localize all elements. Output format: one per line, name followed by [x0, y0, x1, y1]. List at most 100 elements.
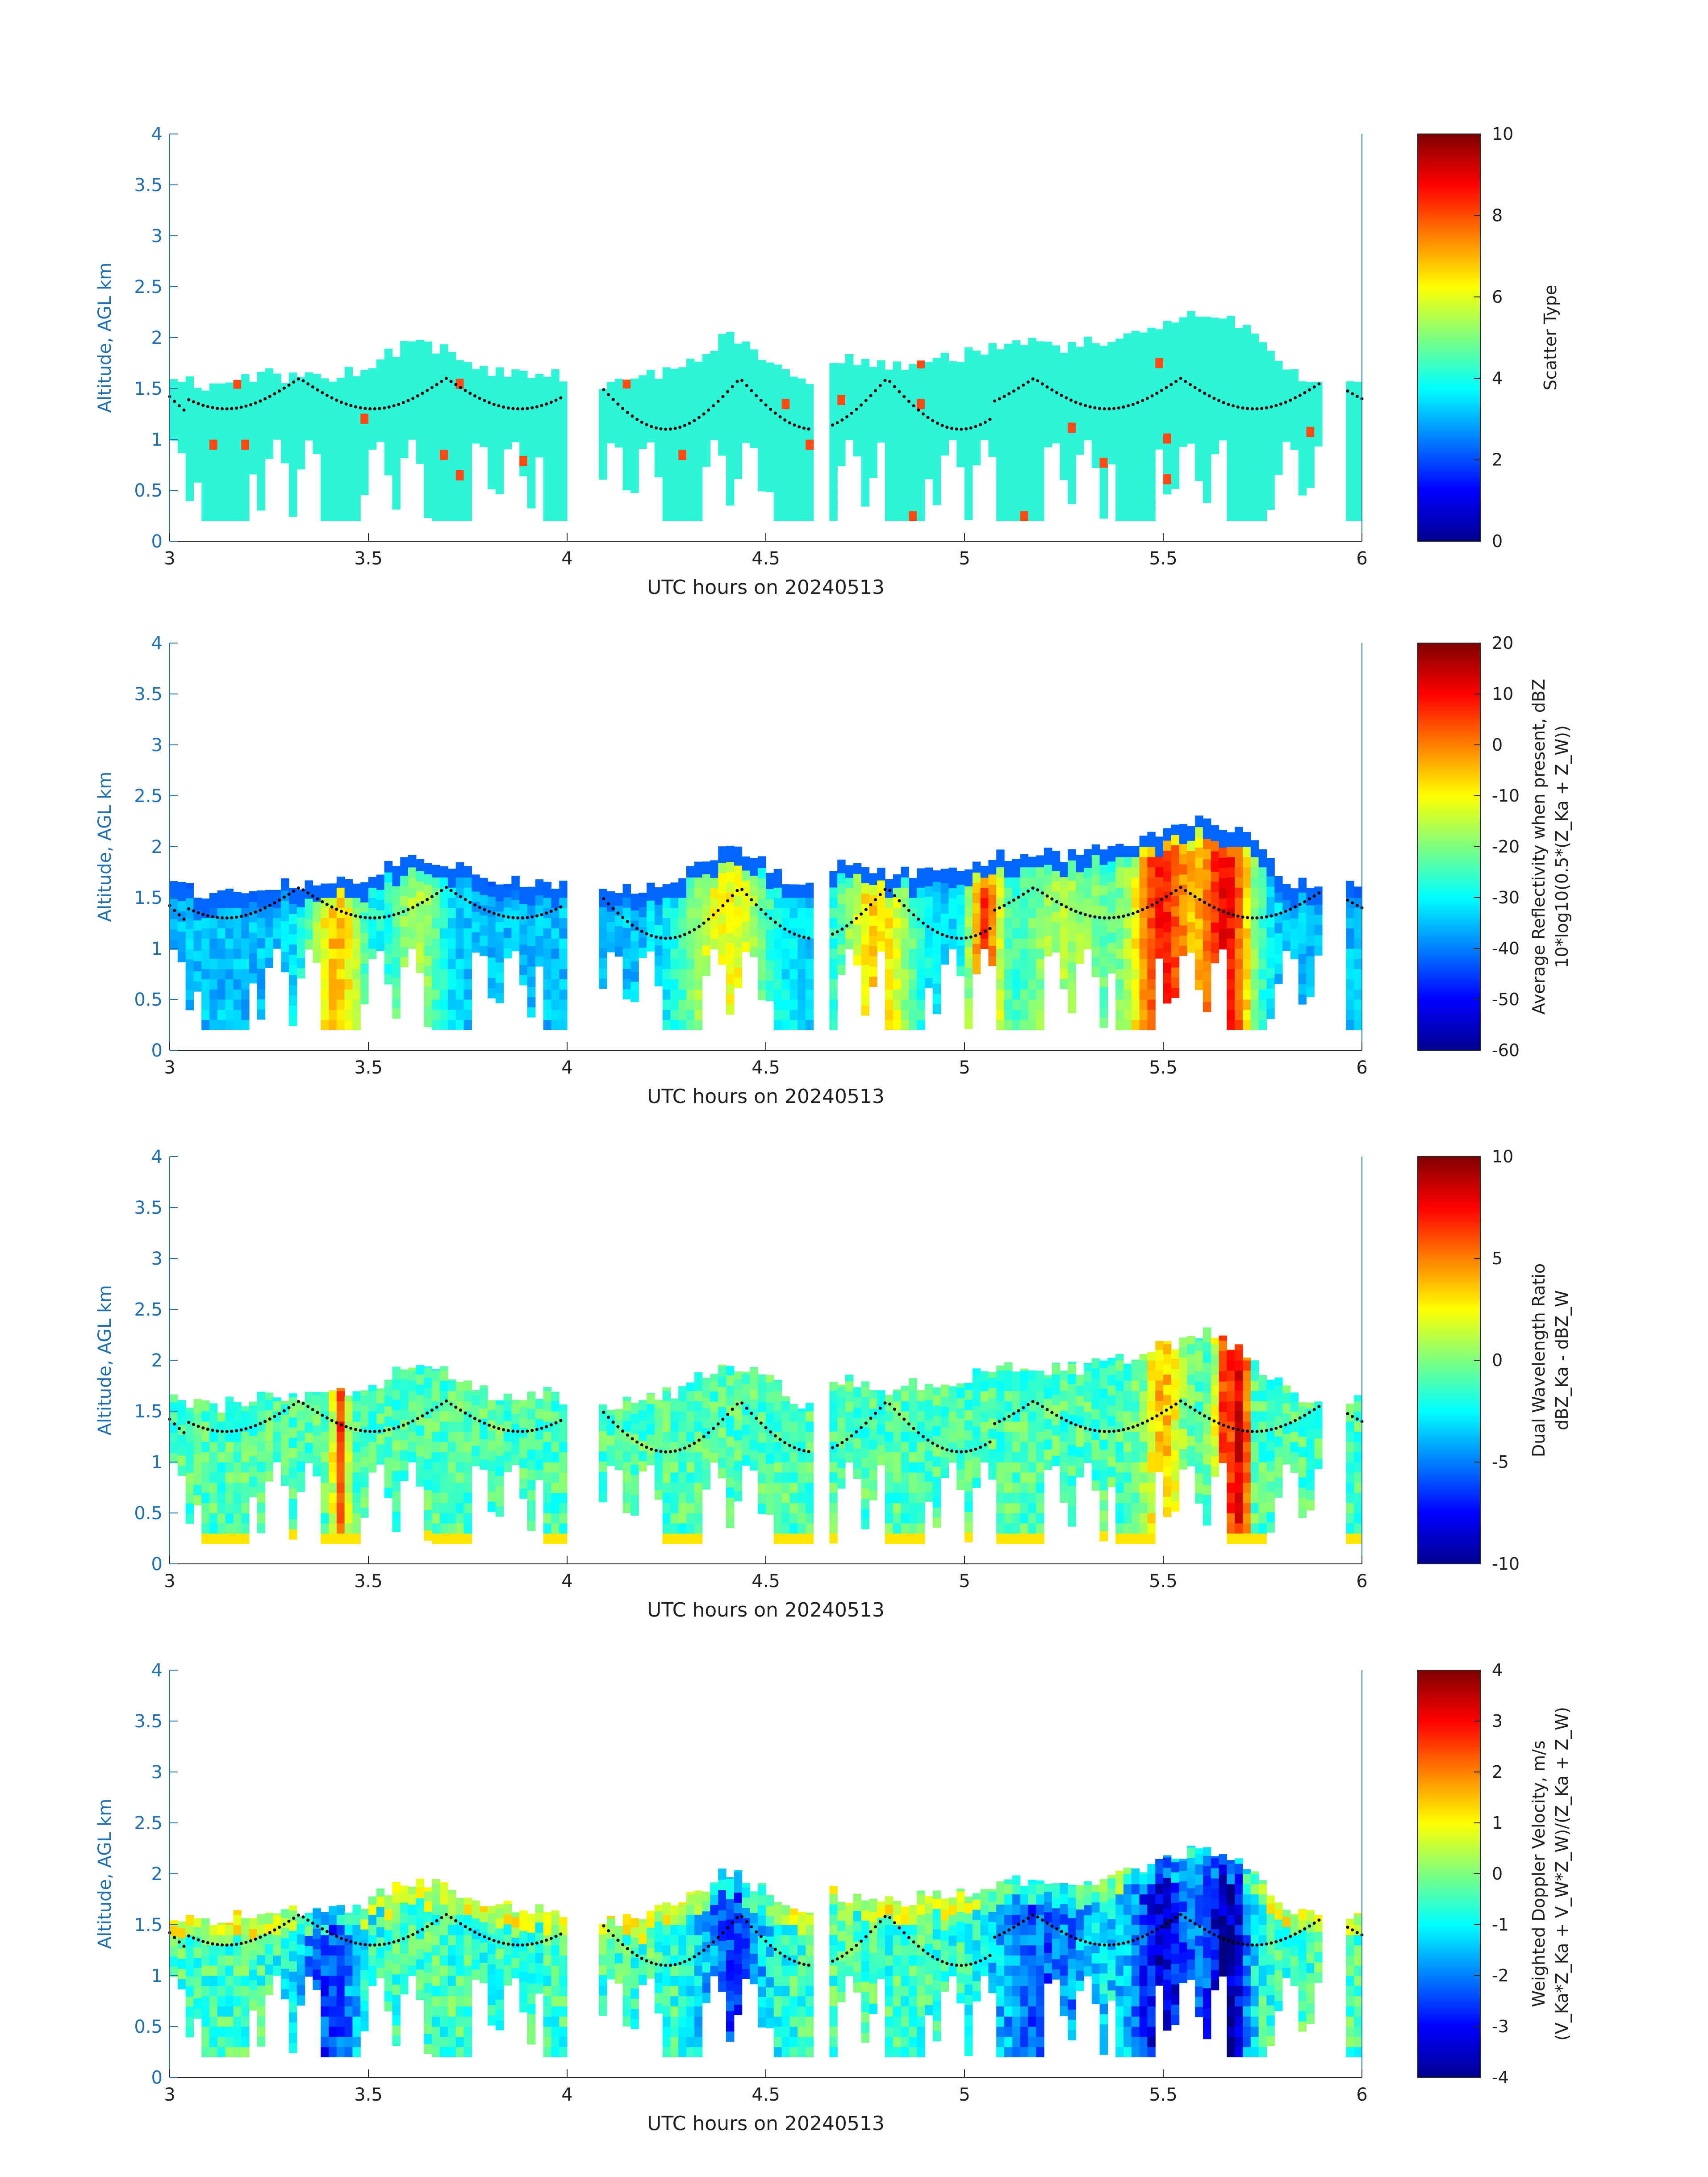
- heatmap-cell: [932, 973, 941, 984]
- marker-dot: [206, 405, 209, 408]
- heatmap-cell: [766, 362, 774, 370]
- heatmap-cell: [480, 894, 488, 906]
- heatmap-cell: [925, 448, 933, 459]
- heatmap-cell: [1354, 480, 1362, 491]
- heatmap-cell: [631, 380, 639, 392]
- heatmap-cell: [1243, 347, 1251, 359]
- heatmap-cell: [559, 1421, 568, 1432]
- heatmap-cell: [622, 469, 631, 481]
- heatmap-cell: [1243, 419, 1251, 430]
- heatmap-cell: [1171, 407, 1180, 418]
- heatmap-cell: [932, 464, 941, 475]
- marker-dot: [683, 424, 686, 427]
- heatmap-cell: [296, 1441, 305, 1451]
- heatmap-cell: [440, 368, 448, 379]
- heatmap-cell: [647, 882, 655, 890]
- marker-dot: [397, 912, 401, 915]
- heatmap-cell: [281, 961, 289, 973]
- heatmap-cell: [1060, 907, 1068, 918]
- heatmap-cell: [543, 1442, 551, 1452]
- heatmap-cell: [726, 984, 735, 994]
- heatmap-cell: [607, 942, 615, 953]
- heatmap-cell: [622, 1400, 631, 1411]
- heatmap-cell: [313, 402, 321, 413]
- heatmap-cell: [1163, 993, 1172, 1004]
- heatmap-cell: [440, 1492, 448, 1503]
- heatmap-cell: [336, 470, 345, 481]
- heatmap-cell: [965, 458, 973, 469]
- heatmap-cell: [1036, 928, 1044, 939]
- heatmap-cell: [1243, 439, 1251, 450]
- heatmap-cell: [845, 908, 854, 919]
- marker-dot: [702, 921, 706, 925]
- heatmap-cell: [1163, 922, 1172, 932]
- heatmap-cell: [647, 401, 655, 412]
- heatmap-cell: [1012, 969, 1021, 979]
- heatmap-cell: [1314, 915, 1323, 925]
- heatmap-cell: [472, 372, 480, 383]
- heatmap-cell: [464, 969, 472, 979]
- heatmap-cell: [305, 409, 313, 420]
- heatmap-cell: [551, 938, 560, 949]
- heatmap-cell: [1187, 942, 1195, 953]
- heatmap-cell: [829, 398, 838, 409]
- heatmap-cell: [448, 419, 456, 430]
- heatmap-cell: [241, 1009, 250, 1020]
- marker-dot: [845, 924, 849, 928]
- heatmap-cell: [869, 367, 877, 376]
- heatmap-cell: [440, 500, 448, 511]
- heatmap-cell: [455, 989, 464, 1000]
- heatmap-cell: [853, 365, 862, 375]
- marker-dot: [1093, 406, 1097, 409]
- marker-dot: [535, 914, 539, 918]
- heatmap-cell: [766, 873, 774, 879]
- heatmap-cell: [837, 863, 846, 873]
- heatmap-cell: [1195, 440, 1203, 451]
- heatmap-cell: [734, 458, 743, 469]
- heatmap-cell: [1203, 421, 1211, 432]
- heatmap-cell: [170, 379, 178, 390]
- heatmap-cell: [893, 439, 902, 450]
- heatmap-cell: [344, 460, 353, 470]
- heatmap-cell: [432, 949, 440, 959]
- heatmap-cell: [249, 1401, 258, 1406]
- heatmap-cell: [1107, 383, 1116, 393]
- heatmap-cell: [424, 456, 432, 467]
- heatmap-cell: [209, 1403, 218, 1412]
- heatmap-cell: [893, 510, 902, 521]
- heatmap-cell: [694, 368, 703, 379]
- heatmap-cell: [225, 888, 234, 898]
- heatmap-cell: [1250, 500, 1259, 511]
- heatmap-cell: [424, 1510, 432, 1521]
- heatmap-cell: [1115, 844, 1124, 847]
- heatmap-cell: [455, 1391, 464, 1401]
- heatmap-cell: [448, 1452, 456, 1462]
- heatmap-cell: [1060, 439, 1068, 450]
- heatmap-cell: [511, 900, 520, 911]
- heatmap-cell: [742, 856, 750, 861]
- heatmap-cell: [217, 999, 226, 1010]
- heatmap-cell: [647, 1454, 655, 1465]
- heatmap-cell: [455, 510, 464, 521]
- heatmap-cell: [177, 1404, 186, 1415]
- heatmap-cell: [464, 999, 472, 1010]
- heatmap-cell: [917, 398, 925, 409]
- heatmap-cell: [1044, 915, 1052, 926]
- heatmap-cell: [1171, 448, 1180, 459]
- heatmap-cell: [1227, 378, 1235, 389]
- heatmap-cell: [694, 958, 703, 969]
- heatmap-cell: [845, 419, 854, 430]
- heatmap-cell: [1203, 991, 1211, 1002]
- heatmap-cell: [464, 510, 472, 521]
- heatmap-cell: [209, 460, 218, 470]
- heatmap-cell: [376, 920, 385, 931]
- heatmap-cell: [694, 470, 703, 481]
- heatmap-cell: [1211, 831, 1219, 841]
- heatmap-cell: [1012, 979, 1021, 990]
- heatmap-cell: [758, 450, 766, 461]
- heatmap-cell: [1266, 927, 1275, 938]
- heatmap-cell: [1155, 928, 1164, 939]
- heatmap-cell: [1044, 854, 1052, 865]
- heatmap-cell: [917, 938, 925, 949]
- heatmap-cell: [622, 449, 631, 460]
